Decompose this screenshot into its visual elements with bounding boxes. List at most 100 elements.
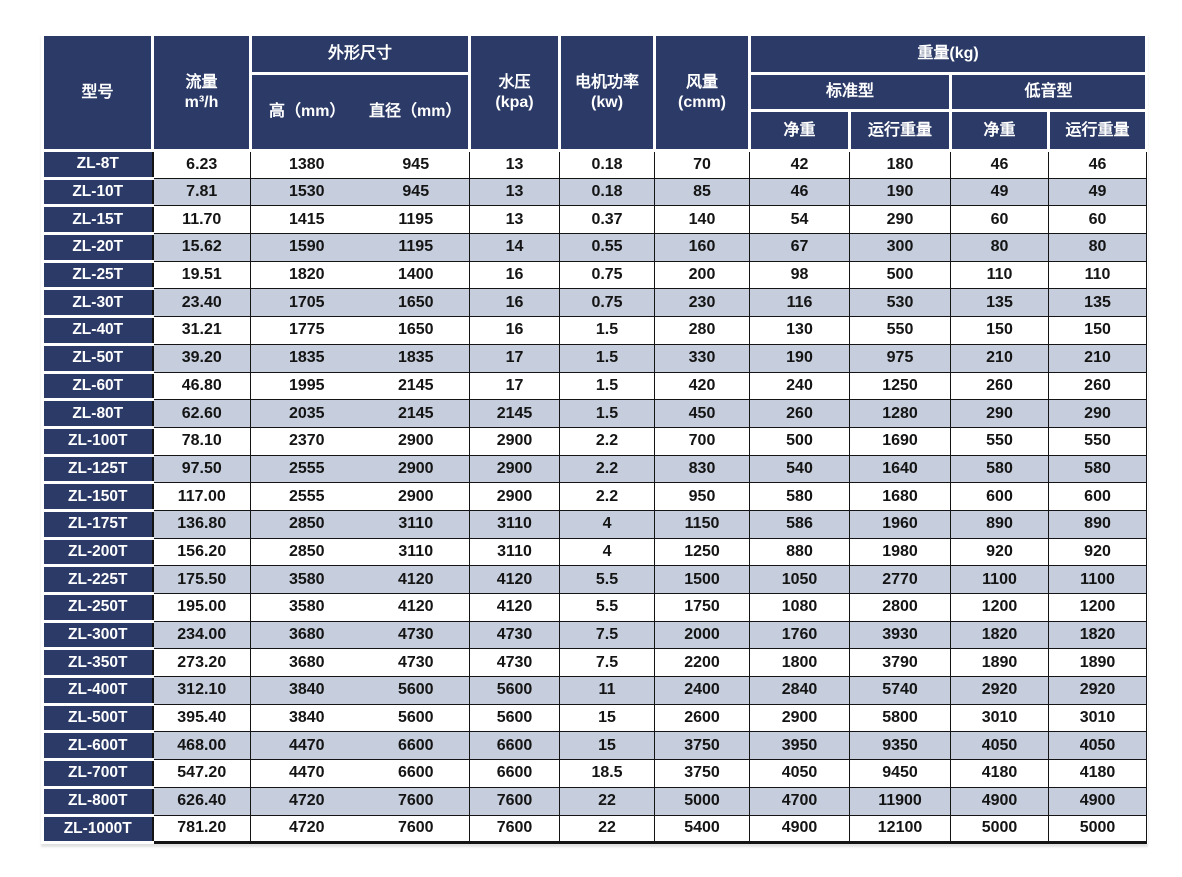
value-cell: 54 — [749, 205, 851, 235]
value-cell: 2900 — [469, 482, 561, 511]
table-row: ZL-80T 62.60 2035 2145 2145 1.5 450 260 1280 290 2… — [41, 398, 1148, 429]
value-cell: 950 — [654, 482, 751, 511]
model-cell: ZL-1000T — [41, 813, 154, 845]
model-cell: ZL-800T — [41, 785, 154, 817]
value-cell: 4050 — [749, 759, 851, 788]
value-cell: 195.00 — [152, 593, 251, 622]
value-cell: 2850 — [250, 537, 363, 567]
value-cell: 15.62 — [152, 233, 251, 262]
value-cell: 2200 — [654, 648, 751, 678]
value-cell: 5600 — [469, 676, 561, 705]
table-row: ZL-100T 78.10 2370 2900 2900 2.2 700 500 1690 550… — [41, 425, 1148, 457]
value-cell: 1400 — [362, 260, 471, 290]
table-row: ZL-15T 11.70 1415 1195 13 0.37 140 54 290 60 60 — [41, 204, 1148, 236]
value-cell: 6600 — [362, 759, 471, 788]
table-header: 型号 流量 m³/h 外形尺寸 水压 (kpa) 电机功率 (kw) 风量 (c… — [41, 33, 1149, 152]
value-cell: 22 — [559, 814, 656, 845]
value-cell: 1530 — [250, 177, 363, 207]
value-cell: 135 — [950, 288, 1050, 318]
header-low-noise-type: 低音型 — [949, 72, 1149, 112]
value-cell: 140 — [654, 205, 751, 235]
value-cell: 3010 — [950, 703, 1050, 733]
value-cell: 11.70 — [152, 205, 251, 235]
model-cell: ZL-40T — [41, 315, 154, 346]
value-cell: 2900 — [469, 426, 561, 456]
value-cell: 1.5 — [559, 316, 656, 345]
value-cell: 300 — [849, 233, 952, 262]
value-cell: 1195 — [362, 205, 471, 235]
value-cell: 11 — [559, 676, 656, 705]
value-cell: 4900 — [950, 786, 1050, 816]
value-cell: 4120 — [362, 565, 471, 594]
model-cell: ZL-500T — [41, 702, 154, 734]
value-cell: 97.50 — [152, 454, 251, 484]
model-cell: ZL-60T — [41, 370, 154, 402]
header-weight: 重量(kg) — [748, 33, 1149, 75]
value-cell: 2.2 — [559, 454, 656, 484]
value-cell: 920 — [950, 537, 1050, 567]
value-cell: 7600 — [362, 814, 471, 845]
value-cell: 11900 — [849, 786, 952, 816]
value-cell: 2035 — [250, 399, 363, 428]
value-cell: 17 — [469, 343, 561, 373]
value-cell: 2900 — [469, 454, 561, 484]
value-cell: 98 — [749, 260, 851, 290]
value-cell: 46 — [749, 177, 851, 207]
value-cell: 6600 — [469, 731, 561, 761]
value-cell: 5400 — [654, 814, 751, 845]
value-cell: 2145 — [469, 399, 561, 428]
table-row: ZL-225T 175.50 3580 4120 4120 5.5 1500 1050 2770… — [41, 564, 1148, 595]
value-cell: 890 — [950, 509, 1050, 539]
value-cell: 13 — [469, 177, 561, 207]
value-cell: 200 — [654, 260, 751, 290]
value-cell: 240 — [749, 371, 851, 401]
value-cell: 1890 — [1048, 648, 1148, 678]
value-cell: 234.00 — [152, 620, 251, 650]
value-cell: 5800 — [849, 703, 952, 733]
model-cell: ZL-15T — [41, 204, 154, 236]
value-cell: 23.40 — [152, 288, 251, 318]
value-cell: 2400 — [654, 676, 751, 705]
value-cell: 1415 — [250, 205, 363, 235]
value-cell: 16 — [469, 260, 561, 290]
value-cell: 4900 — [749, 814, 851, 845]
value-cell: 4120 — [469, 565, 561, 594]
value-cell: 130 — [749, 316, 851, 345]
table-row: ZL-60T 46.80 1995 2145 17 1.5 420 240 1250 260 260 — [41, 370, 1148, 402]
value-cell: 290 — [1048, 399, 1148, 428]
value-cell: 4730 — [362, 620, 471, 650]
value-cell: 1800 — [749, 648, 851, 678]
value-cell: 550 — [1048, 426, 1148, 456]
value-cell: 500 — [849, 260, 952, 290]
value-cell: 46 — [1048, 150, 1148, 179]
value-cell: 450 — [654, 399, 751, 428]
value-cell: 280 — [654, 316, 751, 345]
value-cell: 1760 — [749, 620, 851, 650]
table-row: ZL-30T 23.40 1705 1650 16 0.75 230 116 530 135 135 — [41, 287, 1148, 319]
value-cell: 1250 — [849, 371, 952, 401]
value-cell: 110 — [1048, 260, 1148, 290]
table-row: ZL-400T 312.10 3840 5600 5600 11 2400 2840 5740 2… — [41, 675, 1148, 706]
value-cell: 1.5 — [559, 399, 656, 428]
value-cell: 1890 — [950, 648, 1050, 678]
value-cell: 468.00 — [152, 731, 251, 761]
header-operating-weight-low-noise: 运行重量 — [1047, 109, 1149, 152]
value-cell: 3750 — [654, 759, 751, 788]
table-row: ZL-125T 97.50 2555 2900 2900 2.2 830 540 1640 580… — [41, 453, 1148, 485]
table-row: ZL-8T 6.23 1380 945 13 0.18 70 42 180 46 46 — [41, 149, 1148, 180]
value-cell: 17 — [469, 371, 561, 401]
table-row: ZL-700T 547.20 4470 6600 6600 18.5 3750 4050 945… — [41, 758, 1148, 789]
table-row: ZL-300T 234.00 3680 4730 4730 7.5 2000 1760 3930… — [41, 619, 1148, 651]
value-cell: 260 — [950, 371, 1050, 401]
value-cell: 5000 — [950, 814, 1050, 845]
header-pressure: 水压 (kpa) — [468, 33, 562, 152]
value-cell: 5000 — [654, 786, 751, 816]
value-cell: 62.60 — [152, 399, 251, 428]
value-cell: 14 — [469, 233, 561, 262]
model-cell: ZL-600T — [41, 730, 154, 762]
value-cell: 156.20 — [152, 537, 251, 567]
value-cell: 4730 — [469, 648, 561, 678]
value-cell: 80 — [950, 233, 1050, 262]
value-cell: 500 — [749, 426, 851, 456]
value-cell: 7600 — [469, 814, 561, 845]
